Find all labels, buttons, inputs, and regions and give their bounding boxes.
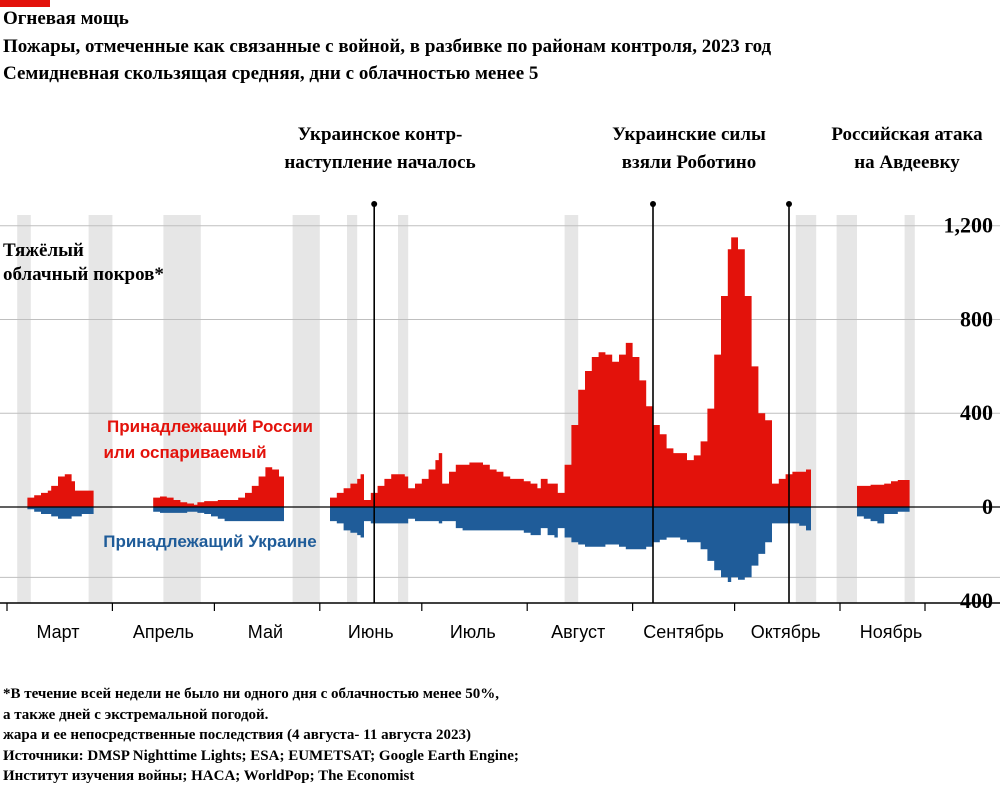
x-tick-label: Май [248, 622, 283, 642]
ukraine-area [27, 507, 94, 519]
series-areas: 1,200 800 400 0 400 [0, 213, 1000, 613]
footnote-line: Источники: DMSP Nighttime Lights; ESA; E… [3, 747, 519, 764]
event-label: Украинские силы [612, 124, 766, 145]
x-tick-label: Июнь [348, 622, 394, 642]
x-tick-label: Июль [450, 622, 496, 642]
ukraine-area [857, 507, 910, 524]
x-tick-label: Апрель [133, 622, 194, 642]
y-tick-label: 400 [960, 588, 993, 613]
event-dot [786, 201, 792, 207]
chart-subtitle: Пожары, отмеченные как связанные с войно… [3, 36, 772, 57]
event-label: наступление началось [284, 152, 475, 173]
event-label: на Авдеевку [854, 152, 960, 173]
russia-area [330, 237, 811, 507]
cloud-band [904, 215, 915, 603]
cloud-band [398, 215, 409, 603]
brand-accent-bar [0, 0, 50, 7]
fires-chart: 1,200 800 400 0 400 Украинское контр-наступл… [0, 124, 1000, 642]
legend-russia-label-1: Принадлежащий России [107, 417, 313, 436]
russia-area [857, 480, 910, 507]
x-tick-label: Ноябрь [860, 622, 922, 642]
footnote-line: *В течение всей недели не было ни одного… [3, 686, 500, 702]
chart-subtitle-2: Семидневная скользящая средняя, дни с об… [3, 63, 539, 84]
y-tick-label: 0 [982, 494, 993, 519]
x-tick-label: Март [36, 622, 79, 642]
cloud-cover-label-2: облачный покров* [3, 264, 164, 285]
footnote-line: а также дней с экстремальной погодой. [3, 706, 269, 723]
y-tick-label: 800 [960, 306, 993, 331]
event-dot [371, 201, 378, 207]
footnotes: *В течение всей недели не было ни одного… [3, 684, 519, 787]
cloud-band [836, 215, 857, 603]
x-axis: Март Апрель Май Июнь Июль Август Сентябрь Октяб… [0, 602, 1000, 642]
event-dot [650, 201, 656, 207]
cloud-band [564, 215, 579, 603]
cloud-band [795, 215, 817, 603]
event-markers: Украинское контр-наступление началось Укр… [284, 124, 983, 603]
russia-area [153, 467, 284, 507]
event-label: Украинское контр- [298, 124, 463, 145]
cloud-cover-label-1: Тяжёлый [3, 240, 84, 261]
cloud-band [163, 215, 201, 603]
chart-title: Огневая мощь [3, 8, 129, 29]
ukraine-area [330, 507, 811, 582]
y-tick-label: 1,200 [944, 213, 994, 238]
x-tick-label: Август [551, 622, 605, 642]
x-tick-label: Октябрь [751, 622, 821, 642]
cloud-band [292, 215, 320, 603]
legend-ukraine-label: Принадлежащий Украине [103, 532, 317, 551]
gridlines [0, 225, 1000, 578]
russia-area [27, 474, 94, 507]
cloud-band [347, 215, 358, 603]
footnote-line: Институт изучения войны; HACA; WorldPop;… [3, 768, 415, 784]
x-tick-label: Сентябрь [643, 622, 724, 642]
cloud-band [88, 215, 113, 603]
ukraine-area [153, 507, 284, 522]
footnote-line: жара и ее непосредственные последствия (… [3, 727, 471, 743]
event-label: Российская атака [831, 124, 983, 145]
y-tick-label: 400 [960, 400, 993, 425]
event-label: взяли Роботино [622, 152, 756, 173]
legend-russia-label-2: или оспариваемый [103, 443, 266, 462]
